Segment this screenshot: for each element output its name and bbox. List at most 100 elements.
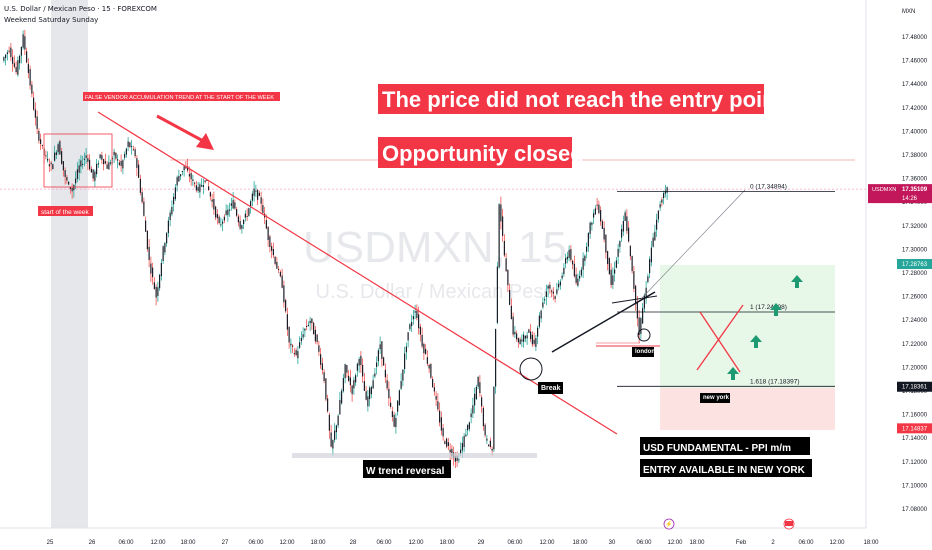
y-tick-label: 17.32000	[902, 224, 928, 230]
x-tick-label: 29	[478, 540, 485, 546]
event-flash-icon	[663, 518, 675, 530]
price-label: 17.28763	[902, 262, 928, 268]
candle-body	[208, 186, 210, 190]
candle-body	[334, 430, 336, 440]
x-tick-label: 06:00	[636, 540, 652, 546]
candle-body	[419, 326, 421, 335]
x-tick-label: 18:00	[689, 540, 705, 546]
candle-body	[411, 321, 413, 327]
candle-body	[591, 222, 593, 225]
candle-body	[288, 326, 290, 343]
candle-body	[337, 415, 339, 426]
candle-body	[5, 54, 7, 59]
candle-body	[547, 285, 549, 289]
x-tick-label: 27	[222, 540, 229, 546]
entry-available-label: ENTRY AVAILABLE IN NEW YORK	[643, 465, 806, 476]
candle-body	[372, 380, 374, 389]
candle-body	[433, 387, 435, 392]
candle-body	[59, 141, 61, 155]
candle-body	[195, 185, 197, 191]
candle-body	[19, 55, 21, 64]
price-label-bg	[897, 258, 932, 269]
x-tick-label: 12:00	[408, 540, 424, 546]
y-tick-label: 17.08000	[902, 507, 928, 513]
candle-body	[386, 380, 388, 389]
fib-label-0: 0 (17.34894)	[750, 184, 787, 191]
candle-body	[622, 221, 624, 232]
candle-body	[491, 448, 493, 451]
current-price-tag-value: 17.35109	[902, 187, 928, 193]
candle-body	[360, 355, 362, 366]
candle-body	[377, 350, 379, 362]
candle-body	[643, 295, 645, 309]
candle-body	[55, 152, 57, 156]
candle-body	[475, 386, 477, 400]
break-label: Break	[541, 385, 561, 392]
candle-body	[642, 308, 644, 324]
candle-body	[29, 69, 31, 86]
candle-body	[512, 316, 514, 335]
candle-body	[115, 152, 117, 159]
candle-body	[90, 168, 92, 173]
candle-body	[558, 283, 560, 288]
candle-body	[118, 162, 120, 165]
candle-body	[505, 258, 507, 272]
x-tick-label: 12:00	[667, 540, 683, 546]
chart-header-session: Weekend Saturday Sunday	[4, 16, 99, 24]
candle-body	[353, 379, 355, 389]
x-tick-label: 18:00	[180, 540, 196, 546]
candle-body	[246, 216, 248, 218]
candle-body	[649, 259, 651, 274]
x-tick-label: 2	[771, 540, 775, 546]
candle-body	[101, 155, 103, 160]
accumulation-box	[43, 133, 113, 188]
candle-body	[330, 432, 332, 447]
projection-line	[639, 189, 746, 301]
candle-body	[566, 256, 568, 260]
candle-body	[57, 144, 59, 153]
candle-body	[542, 302, 544, 308]
candle-body	[458, 459, 460, 461]
candle-body	[269, 236, 271, 248]
candle-body	[379, 344, 381, 350]
candle-body	[225, 210, 227, 215]
candle-body	[587, 233, 589, 247]
candle-body	[514, 331, 516, 335]
candle-body	[605, 234, 607, 253]
candle-body	[176, 177, 178, 186]
candle-body	[479, 382, 481, 394]
candle-body	[349, 377, 351, 386]
candle-body	[640, 318, 642, 334]
candle-body	[663, 193, 665, 198]
candle-body	[216, 213, 218, 219]
candle-body	[363, 381, 365, 391]
candle-body	[271, 246, 273, 251]
candle-body	[244, 213, 246, 218]
candle-body	[383, 357, 385, 366]
x-tick-label: Feb	[736, 540, 747, 546]
candle-body	[365, 391, 367, 400]
target-up-arrow-3	[727, 367, 739, 380]
london-circle	[637, 328, 651, 342]
candle-body	[355, 375, 357, 383]
candle-body	[94, 171, 96, 181]
candle-body	[545, 291, 547, 297]
candle-body	[279, 271, 281, 277]
candle-body	[243, 219, 245, 225]
candle-body	[180, 174, 182, 177]
y-tick-label: 17.36000	[902, 177, 928, 183]
candle-body	[153, 282, 155, 290]
candle-body	[71, 187, 73, 192]
candle-body	[313, 322, 315, 335]
candle-body	[393, 414, 395, 427]
candle-body	[656, 219, 658, 230]
candle-body	[484, 424, 486, 436]
candle-body	[33, 97, 35, 110]
candle-body	[552, 291, 554, 294]
candle-body	[272, 249, 274, 256]
london-label-bg	[632, 347, 654, 357]
candle-body	[76, 169, 78, 179]
candle-body	[524, 336, 526, 339]
